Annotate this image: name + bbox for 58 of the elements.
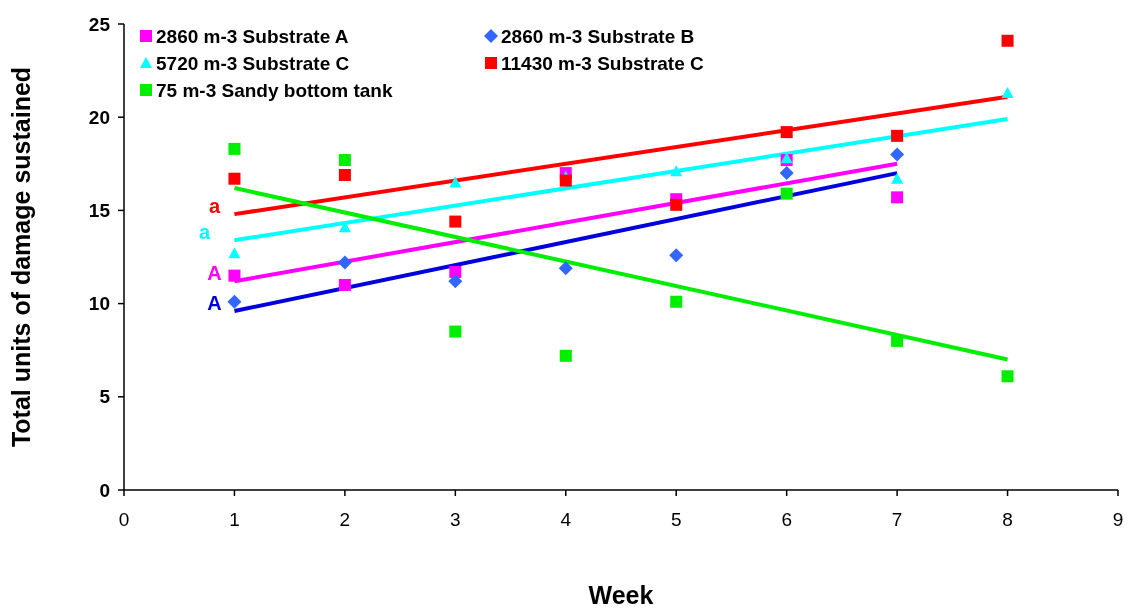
y-tick-label: 0	[99, 479, 110, 501]
point	[338, 278, 351, 291]
point	[891, 129, 904, 142]
legend-label: 75 m-3 Sandy bottom tank	[156, 79, 393, 101]
point	[559, 174, 572, 187]
point	[337, 255, 352, 270]
point	[670, 165, 683, 177]
x-tick-label: 3	[450, 509, 461, 530]
point	[670, 198, 683, 211]
x-tick-label: 5	[670, 509, 682, 530]
y-tick-label: 5	[99, 386, 111, 408]
legend-label: 5720 m-3 Substrate C	[156, 52, 350, 74]
point	[1001, 34, 1014, 47]
legend-label: 11430 m-3 Substrate C	[501, 52, 705, 74]
y-tick-label: 20	[88, 106, 110, 128]
point	[228, 172, 241, 185]
legend-label: 2860 m-3 Substrate A	[156, 25, 349, 47]
y-tick-label: 25	[88, 13, 111, 35]
x-tick-label: 9	[1112, 509, 1124, 530]
x-tick-label: 2	[339, 509, 351, 530]
y-tick-label: 10	[88, 293, 110, 315]
point	[338, 168, 351, 181]
point	[890, 147, 905, 162]
point	[891, 334, 904, 347]
point	[228, 142, 241, 155]
point	[228, 269, 241, 282]
point	[779, 166, 794, 181]
x-tick-label: 4	[560, 509, 572, 530]
point	[448, 274, 463, 289]
legend-label: 2860 m-3 Substrate B	[501, 25, 695, 47]
annotation: A	[207, 292, 222, 315]
x-tick-label: 6	[781, 509, 792, 530]
annotation: a	[198, 221, 211, 244]
x-tick-label: 1	[229, 509, 240, 530]
y-axis-title: Total units of damage sustained	[7, 66, 35, 448]
point	[449, 215, 462, 228]
point	[338, 154, 351, 167]
point	[891, 172, 904, 184]
point	[449, 176, 462, 188]
point	[891, 191, 904, 204]
annotation: A	[207, 262, 222, 285]
point	[449, 325, 462, 338]
x-axis-title: Week	[588, 581, 654, 609]
point	[227, 294, 242, 309]
point	[670, 295, 683, 308]
point	[1001, 370, 1014, 383]
x-tick-label: 7	[891, 509, 903, 530]
point	[558, 261, 573, 276]
point	[669, 248, 684, 263]
point	[1001, 86, 1014, 98]
point	[780, 126, 793, 139]
point	[559, 349, 572, 362]
y-tick-label: 15	[88, 200, 111, 222]
point	[228, 247, 241, 259]
annotation: a	[208, 195, 221, 218]
x-tick-label: 8	[1002, 509, 1013, 530]
x-tick-label: 0	[118, 509, 130, 530]
point	[780, 187, 793, 200]
